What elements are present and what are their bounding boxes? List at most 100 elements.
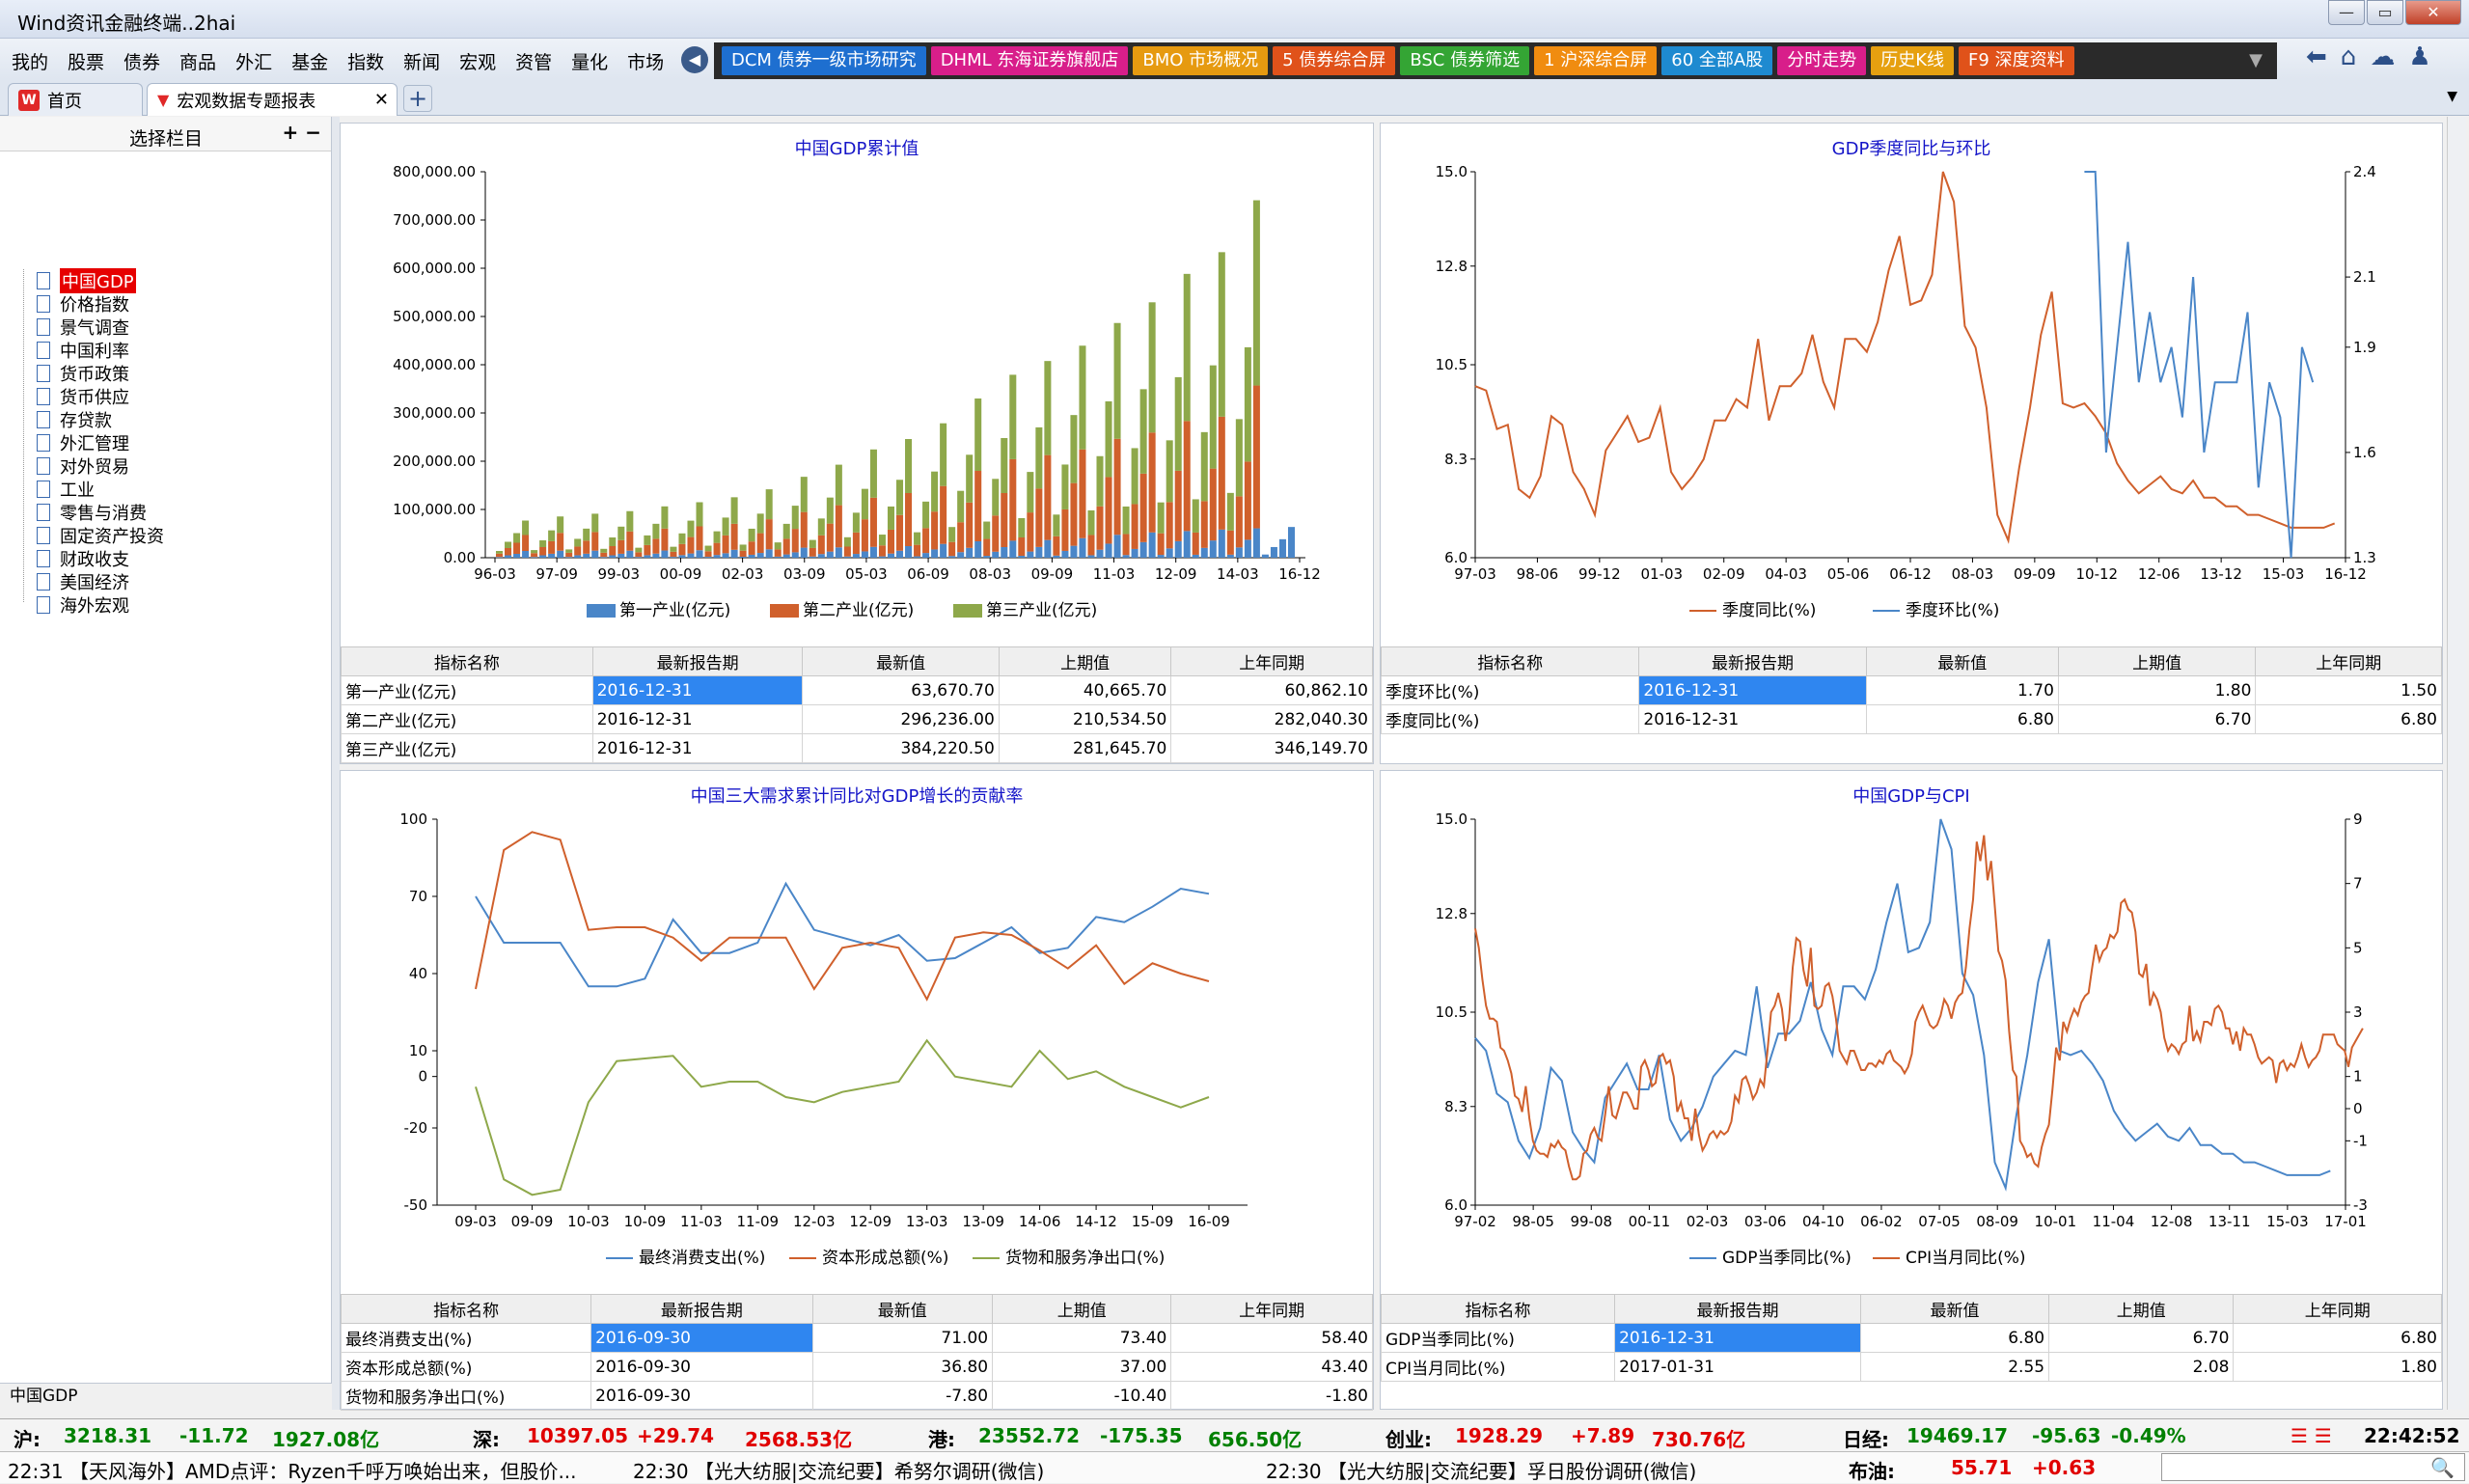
user-icon[interactable]: ♟: [2408, 42, 2431, 71]
table-row[interactable]: 季度同比(%) 2016-12-31 6.80 6.70 6.80: [1380, 704, 2442, 734]
menu-item[interactable]: 资管: [515, 52, 553, 73]
quick-link[interactable]: F9 深度资料: [1959, 46, 2074, 75]
column-header[interactable]: 最新报告期: [1638, 646, 1867, 676]
column-header[interactable]: 最新报告期: [590, 1294, 813, 1324]
table-row[interactable]: 货物和服务净出口(%) 2016-09-30 -7.80 -10.40 -1.80: [340, 1381, 1373, 1411]
sidebar-item[interactable]: 海外宏观: [37, 593, 129, 617]
sidebar-item[interactable]: 存贷款: [37, 408, 112, 431]
add-tab-button[interactable]: +: [403, 85, 432, 112]
column-header[interactable]: 上期值: [992, 1294, 1172, 1324]
home-icon[interactable]: ⌂: [2340, 42, 2357, 71]
column-header[interactable]: 最新值: [1865, 646, 2059, 676]
column-header[interactable]: 最新值: [811, 1294, 994, 1324]
column-header[interactable]: 最新值: [802, 646, 1000, 676]
menu-item[interactable]: 外汇: [235, 52, 273, 73]
column-header[interactable]: 上期值: [998, 646, 1172, 676]
sidebar-item[interactable]: 价格指数: [37, 292, 129, 316]
table-row[interactable]: GDP当季同比(%) 2016-12-31 6.80 6.70 6.80: [1380, 1323, 2442, 1353]
column-header[interactable]: 指标名称: [1380, 646, 1640, 676]
menu-item[interactable]: 新闻: [403, 52, 441, 73]
sz-index[interactable]: 10397.05: [527, 1424, 629, 1447]
news-item[interactable]: 22:30 【光大纺服|交流纪要】希努尔调研(微信): [633, 1460, 1045, 1483]
back-arrow-icon[interactable]: ⬅: [2306, 42, 2327, 71]
column-header[interactable]: 最新报告期: [1614, 1294, 1861, 1324]
menu-lines-icon[interactable]: ☰ ☰: [2291, 1424, 2332, 1447]
menu-item[interactable]: 基金: [291, 52, 329, 73]
menu-item[interactable]: 宏观: [459, 52, 497, 73]
quick-link[interactable]: DHML 东海证券旗舰店: [930, 46, 1129, 75]
table-row[interactable]: 第一产业(亿元) 2016-12-31 63,670.70 40,665.70 60,8…: [341, 675, 1373, 705]
quick-link[interactable]: 60 全部A股: [1661, 46, 1773, 75]
column-header[interactable]: 上期值: [2057, 646, 2257, 676]
menu-item[interactable]: 指数: [347, 52, 385, 73]
collapse-arrow-icon[interactable]: ◀: [681, 46, 708, 73]
quick-link[interactable]: BSC 债券筛选: [1400, 46, 1530, 75]
sidebar-item[interactable]: 零售与消费: [37, 501, 147, 524]
x-tick-label: 08-09: [1976, 1213, 2018, 1230]
menu-item[interactable]: 股票: [68, 52, 105, 73]
jp-index[interactable]: 19469.17: [1907, 1424, 2009, 1447]
menu-item[interactable]: 我的: [12, 52, 49, 73]
menu-item[interactable]: 债券: [123, 52, 161, 73]
sidebar-item[interactable]: 美国经济: [37, 570, 129, 593]
x-tick-label: 97-09: [535, 565, 578, 583]
table-row[interactable]: 第三产业(亿元) 2016-12-31 384,220.50 281,645.70 34…: [341, 733, 1373, 763]
close-button[interactable]: ✕: [2405, 0, 2461, 25]
expand-collapse-icon[interactable]: + −: [282, 121, 321, 144]
table-row[interactable]: CPI当月同比(%) 2017-01-31 2.55 2.08 1.80: [1380, 1352, 2442, 1382]
column-header[interactable]: 上年同期: [2233, 1294, 2442, 1324]
quick-link[interactable]: 5 债券综合屏: [1273, 46, 1396, 75]
bar-segment: [713, 555, 721, 558]
bar-segment: [1244, 461, 1251, 540]
sidebar-item[interactable]: 固定资产投资: [37, 524, 164, 547]
quick-link[interactable]: BMO 市场概况: [1133, 46, 1269, 75]
vertical-scrollbar[interactable]: [2447, 117, 2466, 1410]
search-box[interactable]: 🔍: [2161, 1453, 2465, 1481]
quick-link[interactable]: DCM 债券一级市场研究: [722, 46, 926, 75]
more-dropdown-icon[interactable]: ▼: [2249, 50, 2263, 70]
sidebar-item[interactable]: 货币政策: [37, 362, 129, 385]
tab-dropdown-icon[interactable]: ▼: [2447, 89, 2457, 104]
column-header[interactable]: 上年同期: [1170, 1294, 1373, 1324]
document-icon: [37, 504, 50, 521]
news-item[interactable]: 22:30 【光大纺服|交流纪要】孚日股份调研(微信): [1266, 1460, 1697, 1483]
column-header[interactable]: 上期值: [2048, 1294, 2235, 1324]
sidebar-item[interactable]: 中国GDP: [37, 268, 136, 293]
quick-link[interactable]: 分时走势: [1777, 46, 1867, 75]
sidebar-item[interactable]: 对外贸易: [37, 454, 129, 478]
quick-link[interactable]: 历史K线: [1871, 46, 1955, 75]
column-header[interactable]: 指标名称: [340, 1294, 592, 1324]
sidebar-item[interactable]: 外汇管理: [37, 431, 129, 454]
sh-index[interactable]: 3218.31: [64, 1424, 152, 1447]
tab-macro-report[interactable]: ▼ 宏观数据专题报表 ✕: [147, 83, 398, 116]
hk-index[interactable]: 23552.72: [978, 1424, 1081, 1447]
column-header[interactable]: 指标名称: [1380, 1294, 1616, 1324]
column-header[interactable]: 上年同期: [2255, 646, 2442, 676]
tab-home[interactable]: W 首页: [8, 83, 143, 116]
sidebar-item[interactable]: 财政收支: [37, 547, 129, 570]
column-header[interactable]: 最新报告期: [591, 646, 804, 676]
table-row[interactable]: 最终消费支出(%) 2016-09-30 71.00 73.40 58.40: [340, 1323, 1373, 1353]
maximize-button[interactable]: ▭: [2367, 0, 2403, 25]
sidebar-item[interactable]: 景气调查: [37, 316, 129, 339]
table-row[interactable]: 季度环比(%) 2016-12-31 1.70 1.80 1.50: [1380, 675, 2442, 705]
column-header[interactable]: 最新值: [1859, 1294, 2050, 1324]
menu-item[interactable]: 商品: [179, 52, 217, 73]
menu-item[interactable]: 市场: [627, 52, 665, 73]
sidebar-item[interactable]: 中国利率: [37, 339, 129, 362]
quick-link[interactable]: 1 沪深综合屏: [1534, 46, 1658, 75]
minimize-button[interactable]: —: [2328, 0, 2365, 25]
splitter[interactable]: [332, 117, 340, 1410]
cy-index[interactable]: 1928.29: [1455, 1424, 1544, 1447]
column-header[interactable]: 指标名称: [341, 646, 593, 676]
x-tick-label: 10-12: [2075, 565, 2118, 583]
close-tab-icon[interactable]: ✕: [373, 90, 389, 110]
sidebar-item[interactable]: 货币供应: [37, 385, 129, 408]
menu-item[interactable]: 量化: [571, 52, 609, 73]
column-header[interactable]: 上年同期: [1170, 646, 1373, 676]
chat-icon[interactable]: ☁: [2370, 42, 2396, 71]
news-item[interactable]: 22:31 【天风海外】AMD点评：Ryzen千呼万唤始出来，但股价...: [8, 1460, 577, 1483]
table-row[interactable]: 资本形成总额(%) 2016-09-30 36.80 37.00 43.40: [340, 1352, 1373, 1382]
sidebar-item[interactable]: 工业: [37, 478, 95, 501]
table-row[interactable]: 第二产业(亿元) 2016-12-31 296,236.00 210,534.50 28…: [341, 704, 1373, 734]
